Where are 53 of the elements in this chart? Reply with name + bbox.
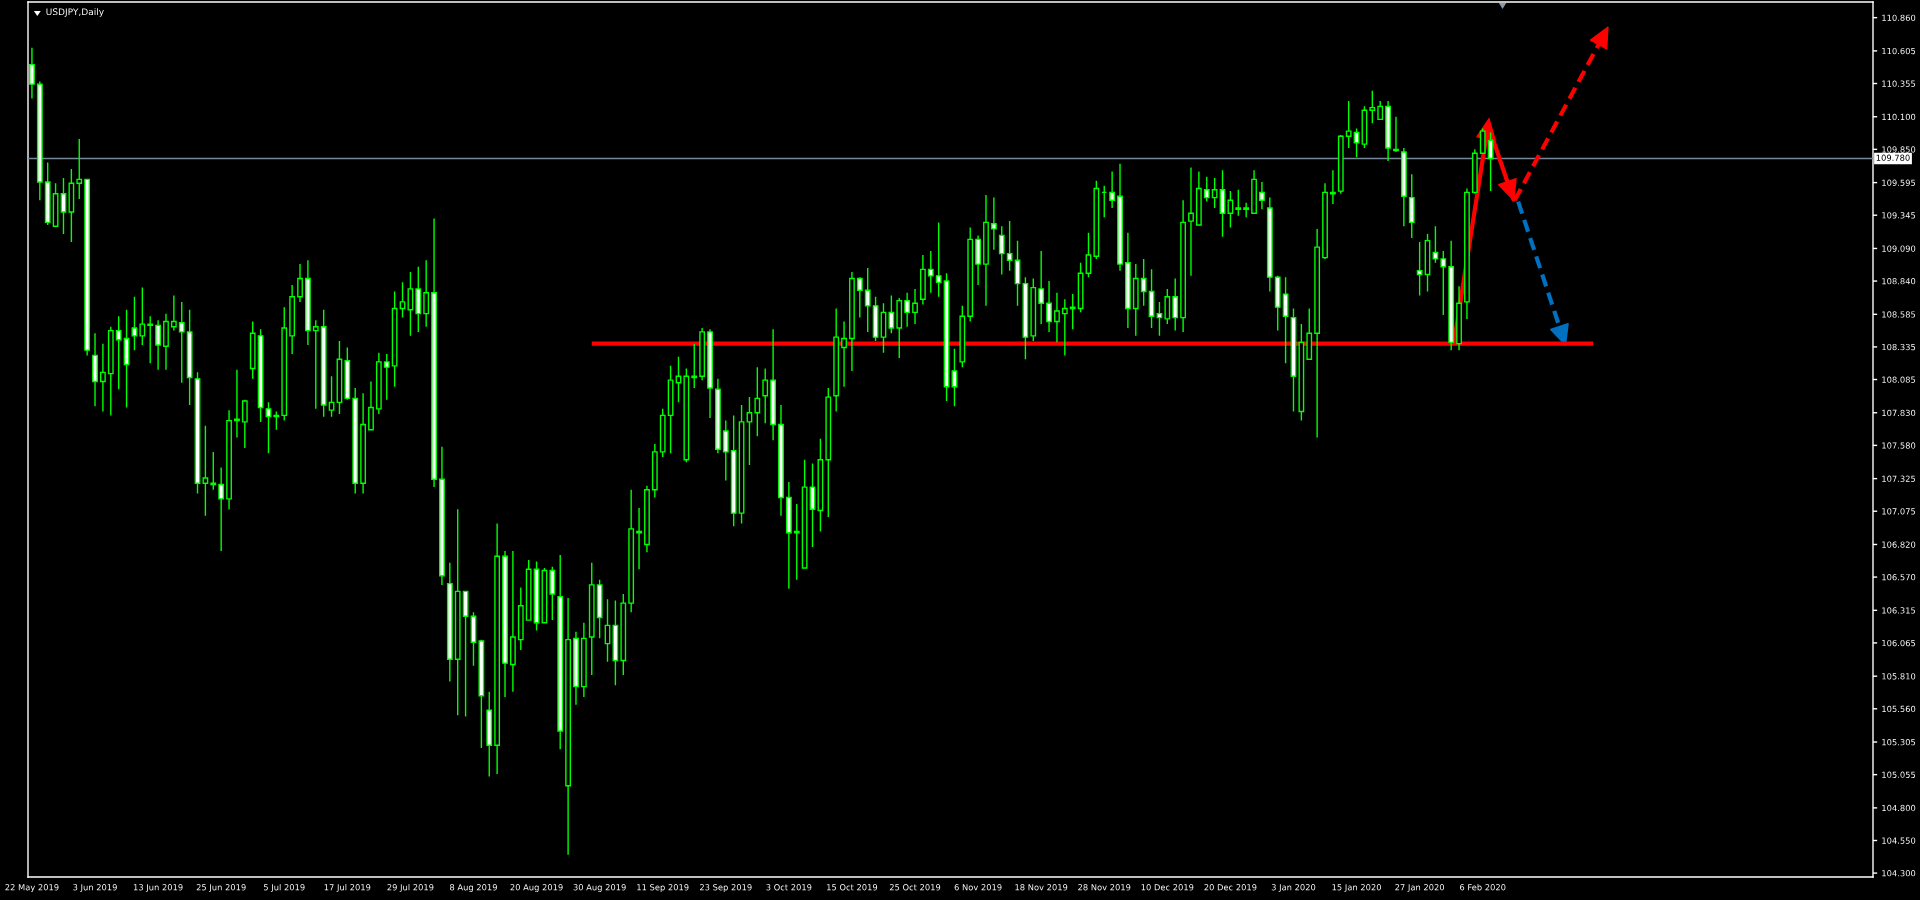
- y-tick-label: 105.810: [1882, 673, 1916, 680]
- x-tick-label: 13 Jun 2019: [133, 884, 183, 892]
- y-tick-label: 109.850: [1882, 146, 1916, 153]
- x-tick-label: 15 Jan 2020: [1332, 884, 1381, 892]
- y-tick-label: 106.820: [1882, 541, 1916, 548]
- x-tick-label: 17 Jul 2019: [324, 883, 371, 892]
- y-tick-label: 108.840: [1882, 278, 1916, 285]
- x-tick-label: 28 Nov 2019: [1078, 884, 1131, 891]
- y-tick-label: 106.570: [1882, 574, 1916, 581]
- y-tick-label: 110.355: [1882, 80, 1916, 87]
- y-tick-label: 107.325: [1882, 475, 1916, 482]
- x-tick-label: 25 Oct 2019: [889, 884, 941, 891]
- x-tick-label: 10 Dec 2019: [1141, 884, 1194, 891]
- y-tick-label: 109.090: [1882, 245, 1916, 252]
- y-tick-label: 104.300: [1882, 870, 1916, 877]
- x-tick-label: 15 Oct 2019: [827, 884, 878, 891]
- text: USDJPY,Daily: [46, 8, 104, 17]
- y-tick-label: 110.860: [1882, 14, 1916, 21]
- x-tick-label: 20 Dec 2019: [1204, 884, 1257, 891]
- y-tick-label: 107.075: [1882, 508, 1916, 515]
- y-tick-label: 108.585: [1882, 311, 1916, 318]
- x-tick-label: 20 Aug 2019: [510, 884, 563, 893]
- x-tick-label: 23 Sep 2019: [699, 884, 752, 893]
- y-tick-label: 106.315: [1882, 607, 1916, 614]
- y-tick-label: 107.580: [1882, 442, 1916, 449]
- x-tick-label: 6 Feb 2020: [1460, 883, 1506, 891]
- y-tick-label: 110.100: [1882, 113, 1916, 121]
- x-tick-label: 3 Oct 2019: [766, 884, 812, 891]
- y-tick-label: 105.560: [1882, 705, 1916, 713]
- y-tick-label: 109.595: [1882, 179, 1916, 186]
- x-tick-label: 6 Nov 2019: [954, 884, 1002, 891]
- x-tick-label: 29 Jul 2019: [387, 883, 434, 892]
- y-tick-label: 105.055: [1882, 771, 1916, 778]
- y-tick-label: 106.065: [1882, 639, 1916, 647]
- y-tick-label: 104.800: [1882, 804, 1916, 812]
- x-tick-label: 8 Aug 2019: [450, 884, 497, 893]
- y-tick-label: 108.085: [1882, 376, 1916, 383]
- x-tick-label: 30 Aug 2019: [573, 884, 626, 893]
- x-tick-label: 3 Jun 2019: [73, 884, 117, 892]
- y-tick-label: 108.335: [1882, 343, 1916, 351]
- x-tick-label: 27 Jan 2020: [1395, 884, 1445, 892]
- x-tick-label: 25 Jun 2019: [196, 884, 246, 892]
- y-tick-label: 109.345: [1882, 212, 1916, 219]
- ref-line-label: 109.780: [1876, 154, 1910, 161]
- x-tick-label: 5 Jul 2019: [263, 883, 305, 892]
- y-tick-label: 104.550: [1882, 837, 1916, 844]
- y-tick-label: 110.605: [1882, 47, 1916, 55]
- x-tick-label: 11 Sep 2019: [637, 884, 689, 893]
- y-tick-label: 107.830: [1882, 409, 1916, 417]
- x-tick-label: 3 Jan 2020: [1271, 884, 1316, 892]
- y-tick-label: 105.305: [1882, 739, 1916, 746]
- x-tick-label: 22 May 2019: [5, 884, 59, 893]
- x-tick-label: 18 Nov 2019: [1015, 884, 1068, 891]
